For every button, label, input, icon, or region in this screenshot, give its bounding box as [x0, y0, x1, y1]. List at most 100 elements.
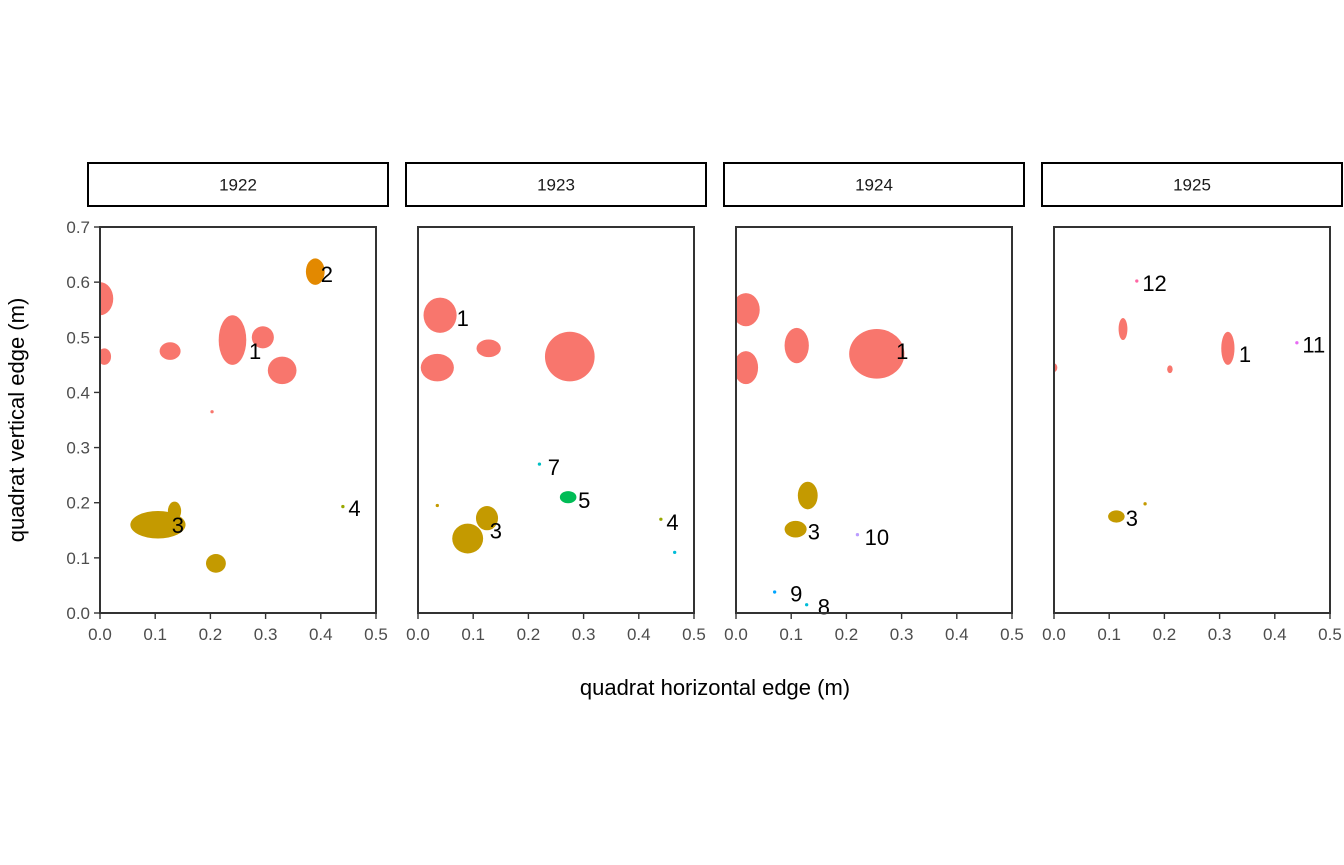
genet-1-patch [1118, 317, 1128, 341]
facet-strip-label: 1924 [855, 176, 893, 195]
x-tick-label: 0.0 [1042, 625, 1066, 644]
facet-strip [405, 162, 707, 207]
genet-id-label: 1 [896, 339, 908, 364]
mark-layer [420, 297, 677, 554]
genet-10-patch [855, 533, 860, 537]
genet-id-label: 4 [348, 496, 360, 521]
x-tick-label: 0.4 [309, 625, 333, 644]
x-tick-label: 0.1 [779, 625, 803, 644]
x-tick-label: 0.5 [682, 625, 706, 644]
x-axis-title: quadrat horizontal edge (m) [580, 675, 850, 700]
genet-1-patch [1221, 331, 1235, 365]
genet-1-patch [251, 326, 274, 349]
panel-border [735, 226, 1013, 614]
facet-strip-label: 1925 [1173, 176, 1211, 195]
y-tick-label: 0.7 [66, 218, 90, 237]
genet-1-patch [736, 351, 759, 385]
genet-id-label: 9 [790, 582, 802, 607]
genet-5-patch [559, 491, 577, 504]
facet-strip-label: 1922 [219, 176, 257, 195]
y-axis-title: quadrat vertical edge (m) [4, 298, 29, 543]
genet-1-patch [476, 339, 501, 358]
genet-1-patch [100, 348, 112, 365]
x-tick-label: 0.0 [88, 625, 112, 644]
x-tick-label: 0.5 [364, 625, 388, 644]
y-tick-label: 0.5 [66, 328, 90, 347]
genet-3-patch [167, 501, 182, 521]
panel-1922: 1922 1 2 3 4 0.0 0.1 0.2 0.3 0.4 0.5 0.0 0.1 0.2 0.3 0.… [66, 162, 389, 644]
genet-3-patch [1143, 502, 1147, 506]
genet-7-patch [537, 462, 542, 466]
genet-id-label: 3 [808, 519, 820, 544]
genet-1-patch [784, 327, 809, 364]
genet-id-label: 2 [321, 262, 333, 287]
genet-2-patch [305, 258, 325, 285]
panel-1923: 1923 1 3 57 4 0.0 0.1 0.2 0.3 0.4 0.5 [405, 162, 707, 644]
genet-3-patch [475, 506, 499, 531]
genet-3-patch [797, 481, 818, 510]
genet-9-patch [772, 590, 777, 594]
genet-id-label: 7 [548, 455, 560, 480]
genet-1-patch [100, 282, 114, 316]
y-tick-label: 0.1 [66, 549, 90, 568]
x-tick-label: 0.4 [945, 625, 969, 644]
genet-id-label: 10 [865, 525, 889, 550]
facet-strip [723, 162, 1025, 207]
x-tick-label: 0.5 [1318, 625, 1342, 644]
panel-border [99, 226, 377, 614]
genet-id-label: 8 [818, 594, 830, 619]
genet-3-patch [1108, 510, 1125, 523]
genet-1-patch [849, 329, 905, 379]
y-tick-label: 0.4 [66, 383, 90, 402]
x-tick-label: 0.3 [572, 625, 596, 644]
genet-id-label: 5 [578, 488, 590, 513]
genet-1-patch [218, 315, 247, 365]
genet-3-patch [435, 503, 439, 508]
genet-3-patch [205, 553, 226, 573]
genet-1-patch [544, 331, 595, 382]
genet-8-patch [673, 550, 677, 554]
panel-1925: 1925 1 3 11 12 0.0 0.1 0.2 0.3 0.4 0.5 [1041, 162, 1343, 644]
y-tick-label: 0.6 [66, 273, 90, 292]
mark-layer [100, 258, 345, 573]
x-tick-label: 0.3 [254, 625, 278, 644]
genet-id-label: 12 [1142, 271, 1166, 296]
x-tick-label: 0.4 [1263, 625, 1287, 644]
x-tick-label: 0.5 [1000, 625, 1024, 644]
x-tick-label: 0.2 [517, 625, 541, 644]
genet-1-patch [420, 353, 454, 382]
genet-3-patch [452, 523, 484, 554]
x-tick-label: 0.2 [199, 625, 223, 644]
genet-1-patch [736, 293, 760, 327]
x-tick-label: 0.0 [724, 625, 748, 644]
x-tick-label: 0.2 [1153, 625, 1177, 644]
x-tick-label: 0.1 [461, 625, 485, 644]
facet-strip [87, 162, 389, 207]
genet-12-patch [1135, 279, 1139, 283]
y-tick-label: 0.3 [66, 439, 90, 458]
panel-border [1053, 226, 1331, 614]
panel-1924: 1924 1 3 98 10 0.0 0.1 0.2 0.3 0.4 0.5 [723, 162, 1025, 644]
y-tick-label: 0.0 [66, 604, 90, 623]
mark-layer [1054, 279, 1299, 523]
x-tick-label: 0.1 [1097, 625, 1121, 644]
x-tick-label: 0.0 [406, 625, 430, 644]
x-tick-label: 0.3 [890, 625, 914, 644]
y-tick-label: 0.2 [66, 494, 90, 513]
genet-4-patch [341, 504, 345, 509]
x-tick-label: 0.1 [143, 625, 167, 644]
genet-id-label: 3 [490, 518, 502, 543]
genet-id-label: 1 [457, 306, 469, 331]
genet-id-label: 1 [249, 339, 261, 364]
genet-1-patch [210, 410, 214, 414]
x-tick-label: 0.2 [835, 625, 859, 644]
genet-4-patch [659, 517, 663, 521]
genet-8-patch [805, 603, 809, 607]
panel-border [417, 226, 695, 614]
facet-strip-label: 1923 [537, 176, 575, 195]
genet-1-patch [159, 342, 181, 360]
facet-strip [1041, 162, 1343, 207]
x-tick-label: 0.4 [627, 625, 651, 644]
mark-layer [736, 293, 905, 607]
